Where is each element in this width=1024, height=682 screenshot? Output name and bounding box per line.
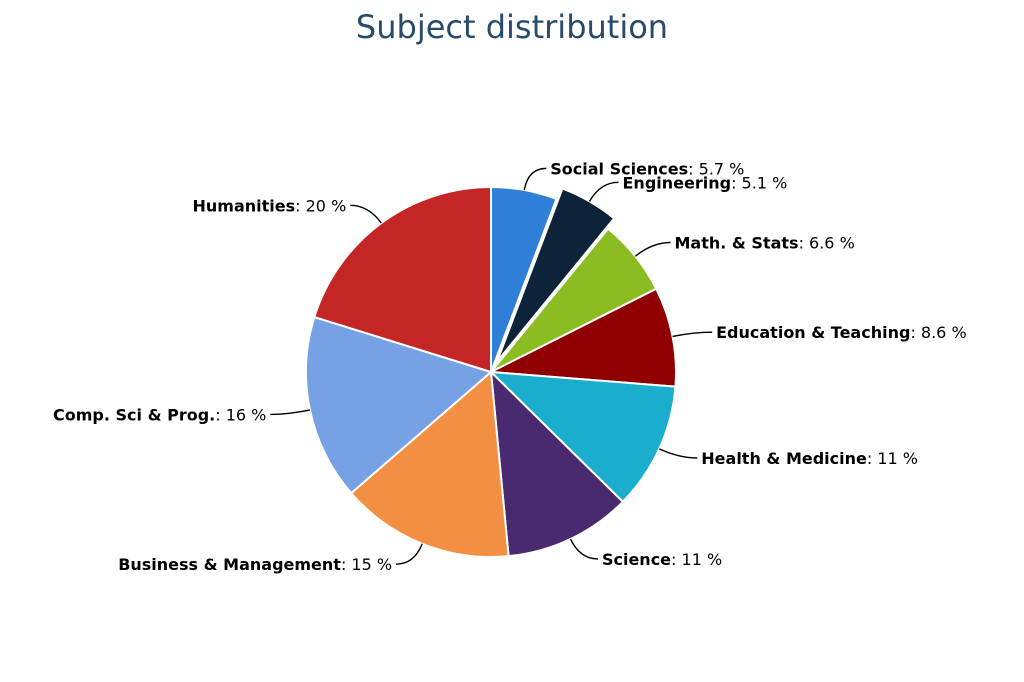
- pie-slice-business-management[interactable]: [350, 371, 510, 558]
- data-label-name: Math. & Stats: [674, 233, 798, 252]
- data-label-value: : 15 %: [341, 555, 392, 574]
- data-label-name: Humanities: [193, 196, 296, 215]
- data-label-name: Engineering: [623, 173, 732, 192]
- data-label-value: : 11 %: [867, 449, 918, 468]
- data-label-value: : 11 %: [671, 550, 722, 569]
- connector-humanities: [350, 204, 382, 224]
- data-label-name: Comp. Sci & Prog.: [53, 405, 215, 424]
- connector-social-sciences: [523, 167, 547, 191]
- connector-education-teaching: [672, 331, 713, 338]
- data-label-business-management: Business & Management: 15 %: [118, 555, 392, 574]
- pie-slice-science[interactable]: [490, 371, 624, 558]
- connector-math-stats: [634, 241, 671, 257]
- data-label-comp-sci-prog: Comp. Sci & Prog.: 16 %: [53, 405, 266, 424]
- pie-slice-education-teaching[interactable]: [490, 287, 677, 388]
- pie-slice-humanities[interactable]: [313, 186, 492, 373]
- data-label-engineering: Engineering: 5.1 %: [623, 173, 788, 192]
- connector-business-management: [396, 543, 423, 565]
- connector-engineering: [588, 181, 619, 202]
- pie-slice-engineering[interactable]: [496, 187, 616, 363]
- data-label-name: Social Sciences: [550, 159, 688, 178]
- data-label-value: : 20 %: [295, 196, 346, 215]
- data-label-value: : 5.7 %: [688, 159, 744, 178]
- data-label-name: Business & Management: [118, 555, 341, 574]
- chart-title: Subject distribution: [355, 8, 669, 46]
- pie-slice-comp-sci-prog[interactable]: [305, 316, 492, 495]
- data-label-science: Science: 11 %: [602, 550, 722, 569]
- connector-health-medicine: [658, 448, 698, 459]
- data-label-name: Health & Medicine: [701, 449, 867, 468]
- data-label-value: : 5.1 %: [731, 173, 787, 192]
- data-label-name: Science: [602, 550, 671, 569]
- data-labels: Social Sciences: 5.7 %Engineering: 5.1 %…: [53, 159, 967, 574]
- label-connectors: [270, 167, 713, 565]
- data-label-education-teaching: Education & Teaching: 8.6 %: [716, 323, 967, 342]
- connector-comp-sci-prog: [270, 409, 311, 416]
- data-label-math-stats: Math. & Stats: 6.6 %: [674, 233, 854, 252]
- data-label-value: : 8.6 %: [910, 323, 966, 342]
- connector-science: [569, 538, 598, 560]
- data-label-humanities: Humanities: 20 %: [193, 196, 347, 215]
- data-label-health-medicine: Health & Medicine: 11 %: [701, 449, 918, 468]
- data-label-value: : 6.6 %: [799, 233, 855, 252]
- pie-slices: [305, 186, 677, 558]
- data-label-social-sciences: Social Sciences: 5.7 %: [550, 159, 744, 178]
- pie-slice-health-medicine[interactable]: [490, 371, 677, 503]
- data-label-name: Education & Teaching: [716, 323, 910, 342]
- data-label-value: : 16 %: [215, 405, 266, 424]
